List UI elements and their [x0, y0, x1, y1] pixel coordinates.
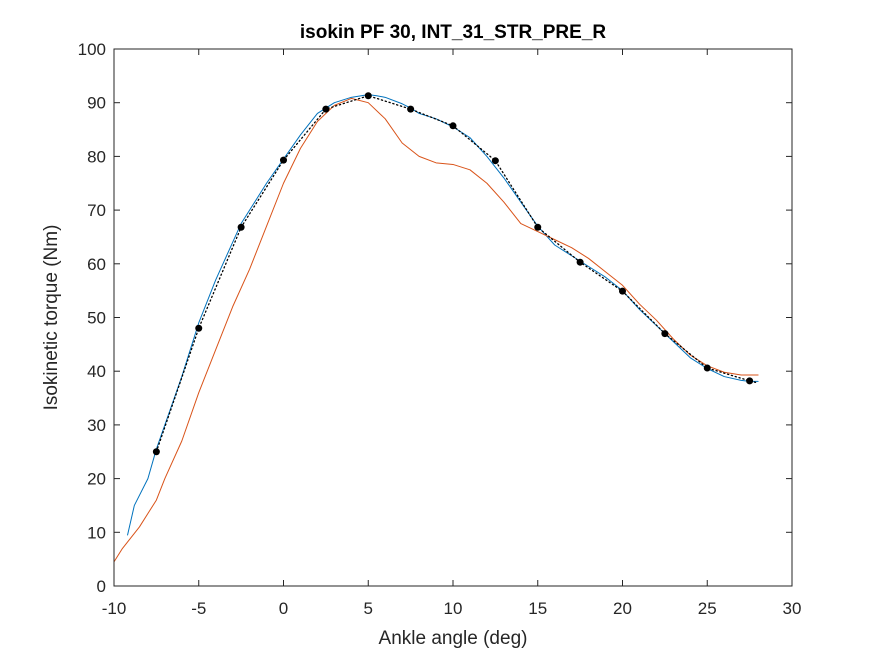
y-tick-label: 60 — [87, 255, 106, 274]
x-tick-label: 10 — [444, 599, 463, 618]
data-point-marker — [703, 364, 711, 372]
data-point-marker — [619, 287, 626, 295]
y-ticks: 0 10 20 30 40 50 60 70 80 90 100 — [78, 40, 792, 596]
x-tick-label: 25 — [698, 599, 717, 618]
data-point-marker — [364, 92, 372, 100]
x-tick-label: -5 — [191, 599, 206, 618]
data-point-marker — [576, 258, 584, 266]
data-point-marker — [237, 223, 245, 231]
data-point-marker — [322, 105, 330, 113]
y-tick-label: 40 — [87, 362, 106, 381]
y-tick-label: 30 — [87, 416, 106, 435]
x-axis-label: Ankle angle (deg) — [379, 628, 528, 649]
data-point-marker — [534, 223, 542, 231]
x-tick-label: 15 — [528, 599, 547, 618]
y-tick-label: 0 — [97, 577, 106, 596]
y-tick-label: 10 — [87, 523, 106, 542]
data-point-marker — [152, 448, 160, 456]
x-tick-label: 30 — [783, 599, 802, 618]
y-tick-label: 100 — [78, 40, 106, 59]
y-tick-label: 70 — [87, 201, 106, 220]
y-tick-label: 80 — [87, 147, 106, 166]
y-tick-label: 20 — [87, 470, 106, 489]
data-point-marker — [195, 324, 203, 332]
data-point-marker — [407, 105, 415, 113]
data-point-marker — [491, 157, 499, 165]
plot-area — [114, 49, 792, 586]
series-line-3 — [155, 95, 759, 453]
y-axis-label: Isokinetic torque (Nm) — [41, 225, 62, 411]
series-layer — [113, 92, 759, 563]
y-tick-label: 90 — [87, 94, 106, 113]
x-tick-label: -10 — [102, 599, 127, 618]
x-ticks: -10 -5 0 5 10 15 20 25 30 — [102, 49, 802, 618]
data-point-marker — [449, 122, 457, 130]
data-point-marker — [746, 377, 754, 385]
x-tick-label: 20 — [613, 599, 632, 618]
data-point-marker — [661, 330, 669, 338]
chart-title: isokin PF 30, INT_31_STR_PRE_R — [300, 22, 607, 43]
data-point-marker — [280, 156, 287, 164]
y-tick-label: 50 — [87, 309, 106, 328]
series-line-2 — [113, 97, 759, 563]
x-tick-label: 5 — [364, 599, 373, 618]
x-tick-label: 0 — [279, 599, 288, 618]
